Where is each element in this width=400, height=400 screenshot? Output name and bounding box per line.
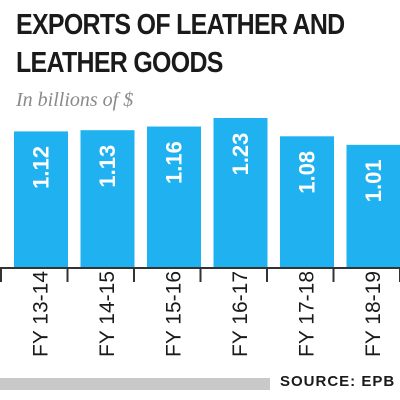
bar-value-label-2: 1.13 [95, 145, 120, 188]
x-tick-label-2: FY 14-15 [96, 271, 119, 357]
chart-title: EXPORTS OF LEATHER AND LEATHER GOODS [16, 6, 345, 82]
bar-6 [346, 144, 400, 268]
x-tick-label-1: FY 13-14 [30, 271, 53, 357]
x-tick-label-6: FY 18-19 [362, 271, 385, 357]
x-tick-label-3: FY 15-16 [163, 271, 186, 357]
bar-3 [147, 126, 201, 268]
bar-value-label-3: 1.16 [162, 141, 187, 184]
source-note: SOURCE: EPB [280, 373, 396, 390]
chart-title-line-2: LEATHER GOODS [16, 47, 223, 79]
x-tick-label-5: FY 17-18 [296, 271, 319, 357]
chart-title-line-1: EXPORTS OF LEATHER AND [16, 9, 345, 41]
bar-4 [213, 118, 268, 268]
bar-5 [280, 136, 334, 268]
bar-value-label-5: 1.08 [295, 151, 320, 194]
footer-divider-bar [0, 378, 270, 390]
chart-subtitle: In billions of $ [16, 89, 134, 111]
x-tick-label-4: FY 16-17 [229, 271, 252, 357]
bar-2 [80, 130, 135, 268]
bar-value-label-4: 1.23 [228, 133, 253, 176]
bar-value-label-1: 1.12 [29, 146, 54, 189]
bar-1 [14, 131, 68, 268]
bar-value-label-6: 1.01 [361, 159, 386, 202]
